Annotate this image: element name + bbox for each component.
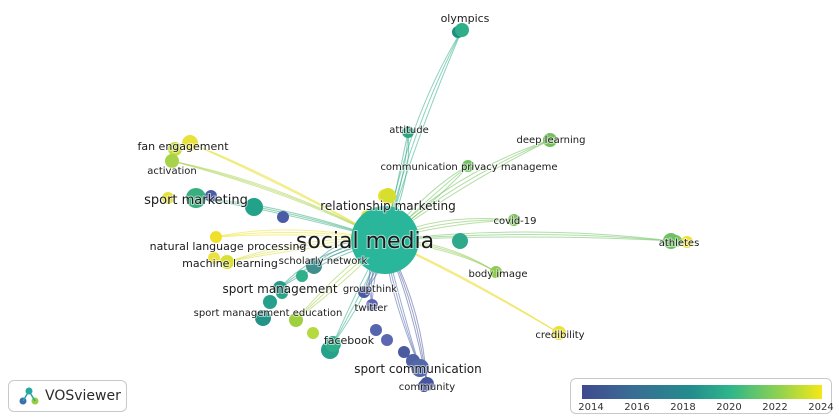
node-covid-19[interactable] [508, 214, 520, 226]
minor-keyword-node[interactable] [162, 192, 174, 204]
vosviewer-brand[interactable]: VOSviewer [8, 380, 127, 412]
node-deep-learning[interactable] [543, 133, 557, 147]
minor-keyword-node[interactable] [205, 190, 217, 202]
node-machine-learning[interactable] [220, 255, 234, 269]
label-scholarly-network[interactable]: scholarly network [278, 255, 369, 268]
node-groupthink[interactable] [358, 286, 370, 298]
label-activation[interactable]: activation [146, 165, 198, 178]
network-labels: social media olympics attitude deep learnin… [136, 11, 701, 394]
legend-tick: 2016 [624, 402, 650, 413]
minor-keyword-node[interactable] [681, 236, 693, 248]
minor-keyword-node[interactable] [245, 198, 263, 216]
node-natural-language-processing[interactable] [210, 231, 222, 243]
minor-keyword-node[interactable] [168, 142, 182, 156]
network-nodes [162, 23, 693, 392]
node-athletes[interactable] [663, 233, 679, 249]
year-color-legend: 2014 2016 2018 2020 2022 2024 [570, 378, 834, 414]
node-scholarly-network[interactable] [306, 258, 322, 274]
label-olympics[interactable]: olympics [440, 11, 491, 26]
label-sport-management-education[interactable]: sport management education [193, 307, 344, 320]
minor-keyword-node[interactable] [398, 346, 410, 358]
label-relationship-marketing[interactable]: relationship marketing [319, 198, 457, 214]
minor-keyword-node[interactable] [255, 310, 271, 326]
label-twitter[interactable]: twitter [354, 302, 390, 315]
node-sport-communication[interactable] [411, 359, 429, 377]
legend-tick: 2020 [716, 402, 742, 413]
legend-tick: 2014 [578, 402, 604, 413]
minor-keyword-node[interactable] [296, 270, 308, 282]
label-natural-language-processing[interactable]: natural language processing [149, 239, 308, 254]
label-sport-communication[interactable]: sport communication [353, 361, 482, 377]
node-relationship-marketing[interactable] [380, 188, 396, 204]
node-olympics[interactable] [455, 23, 469, 37]
edge-athletes [384, 231, 672, 242]
label-sport-marketing[interactable]: sport marketing [143, 192, 249, 209]
label-attitude[interactable]: attitude [388, 124, 430, 137]
vosviewer-logo-icon [19, 387, 39, 405]
label-fan-engagement[interactable]: fan engagement [136, 139, 230, 154]
node-communication-privacy-manageme[interactable] [462, 160, 474, 172]
minor-keyword-node[interactable] [208, 252, 220, 264]
minor-keyword-node[interactable] [277, 211, 289, 223]
label-groupthink[interactable]: groupthink [342, 283, 398, 296]
legend-color-scale [582, 385, 822, 399]
label-community[interactable]: community [398, 381, 456, 394]
node-social-media[interactable] [351, 206, 419, 274]
label-facebook[interactable]: facebook [323, 333, 376, 348]
label-deep-learning[interactable]: deep learning [516, 134, 587, 147]
node-community[interactable] [420, 377, 434, 391]
node-twitter[interactable] [366, 299, 378, 311]
label-sport-management[interactable]: sport management [221, 281, 338, 297]
edge-athletes [384, 233, 672, 242]
minor-keyword-node[interactable] [452, 233, 468, 249]
legend-tick: 2022 [762, 402, 788, 413]
label-machine-learning[interactable]: machine learning [181, 256, 279, 271]
minor-keyword-node[interactable] [307, 327, 319, 339]
brand-name: VOSviewer [45, 388, 121, 404]
node-sport-management[interactable] [273, 281, 287, 295]
node-attitude[interactable] [402, 126, 414, 138]
node-sport-management-education[interactable] [289, 313, 303, 327]
label-covid-19[interactable]: covid-19 [493, 215, 538, 228]
node-body-image[interactable] [490, 266, 502, 278]
label-communication-privacy-manageme[interactable]: communication privacy manageme [379, 161, 558, 174]
legend-tick: 2018 [670, 402, 696, 413]
label-credibility[interactable]: credibility [534, 329, 585, 342]
label-body-image[interactable]: body image [467, 268, 528, 281]
node-fan-engagement[interactable] [182, 135, 198, 151]
label-social-media[interactable]: social media [295, 228, 435, 255]
label-athletes[interactable]: athletes [658, 237, 701, 250]
node-activation[interactable] [165, 154, 179, 168]
node-facebook[interactable] [325, 336, 341, 352]
legend-tick: 2024 [808, 402, 834, 413]
edge-athletes [384, 236, 672, 242]
minor-keyword-node[interactable] [263, 295, 277, 309]
node-credibility[interactable] [552, 326, 566, 340]
minor-keyword-node[interactable] [370, 324, 382, 336]
node-sport-marketing[interactable] [186, 188, 206, 208]
minor-keyword-node[interactable] [381, 334, 393, 346]
